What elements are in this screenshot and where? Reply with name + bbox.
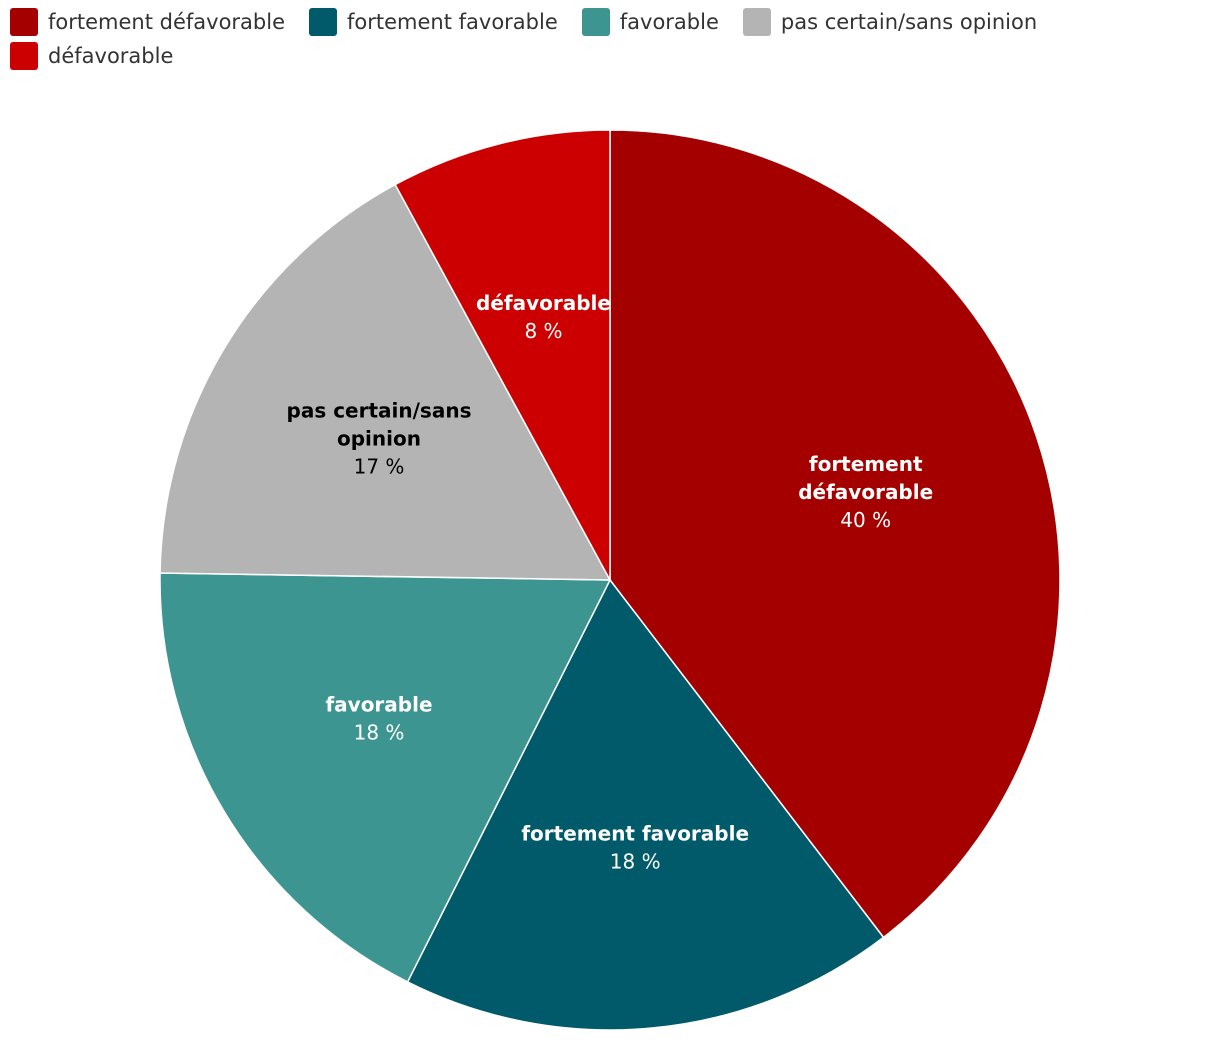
pie-slice xyxy=(394,129,611,581)
slice-label: favorable 18 % xyxy=(325,692,432,744)
slice-value: 18 % xyxy=(610,849,661,873)
legend-item: fortement défavorable xyxy=(10,8,285,36)
legend-item: fortement favorable xyxy=(309,8,558,36)
legend-label: fortement défavorable xyxy=(48,10,285,34)
pie-slice xyxy=(609,129,1061,939)
legend-item: pas certain/sans opinion xyxy=(742,8,1038,36)
legend-label: défavorable xyxy=(48,44,174,68)
slice-name: fortement favorable xyxy=(521,821,749,845)
legend-swatch xyxy=(10,42,38,70)
legend-label: favorable xyxy=(619,10,719,34)
legend-label: pas certain/sans opinion xyxy=(780,10,1038,34)
slice-name: favorable xyxy=(325,692,432,716)
slice-labels: fortement défavorable 40 % fortement favora… xyxy=(287,291,934,874)
chart-legend: fortement défavorable fortement favorable… xyxy=(10,8,1190,70)
slice-name: fortement xyxy=(809,452,923,476)
legend-swatch xyxy=(742,8,771,36)
slice-label: fortement favorable 18 % xyxy=(521,821,749,873)
slice-label: défavorable 8 % xyxy=(476,291,611,343)
slice-name: opinion xyxy=(337,427,421,451)
slice-value: 17 % xyxy=(354,455,405,479)
slice-value: 18 % xyxy=(354,720,405,744)
slice-value: 8 % xyxy=(524,319,562,343)
slice-value: 40 % xyxy=(840,508,891,532)
pie-slice xyxy=(406,578,885,1031)
slice-name: pas certain/sans xyxy=(287,399,472,423)
slice-label: pas certain/sans opinion 17 % xyxy=(287,399,472,479)
legend-label: fortement favorable xyxy=(347,10,558,34)
slice-label: fortement défavorable 40 % xyxy=(798,452,933,532)
legend-item: favorable xyxy=(581,8,719,36)
legend-swatch xyxy=(581,8,610,36)
slice-name: défavorable xyxy=(798,480,933,504)
legend-swatch xyxy=(309,8,337,36)
slice-name: défavorable xyxy=(476,291,611,315)
pie-slice xyxy=(159,183,612,581)
pie-slice xyxy=(159,572,612,983)
legend-item: défavorable xyxy=(10,42,173,70)
legend-swatch xyxy=(10,8,38,36)
